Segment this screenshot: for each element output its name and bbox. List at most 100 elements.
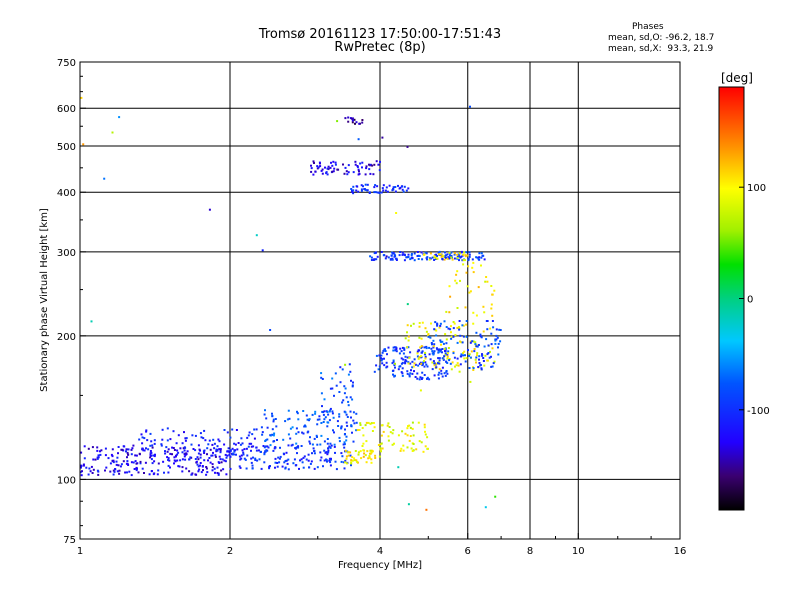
- scatter-point: [119, 465, 122, 468]
- scatter-point: [133, 468, 136, 470]
- scatter-point: [397, 368, 400, 371]
- scatter-point: [382, 430, 385, 433]
- scatter-point: [487, 352, 490, 354]
- scatter-point: [149, 432, 152, 435]
- scatter-point: [401, 188, 404, 191]
- scatter-point: [148, 473, 151, 476]
- scatter-point: [382, 184, 385, 187]
- scatter-point: [286, 418, 289, 421]
- scatter-point: [91, 446, 94, 449]
- scatter-point: [369, 255, 372, 258]
- scatter-point: [370, 259, 373, 261]
- scatter-point: [135, 454, 138, 457]
- scatter-point: [380, 191, 383, 194]
- scatter-point: [251, 433, 254, 436]
- scatter-point: [474, 343, 477, 346]
- scatter-point: [367, 457, 370, 460]
- scatter-point: [272, 449, 275, 452]
- scatter-point: [465, 323, 468, 326]
- scatter-point: [439, 253, 442, 256]
- scatter-point: [181, 458, 184, 461]
- scatter-point: [329, 166, 332, 169]
- scatter-point: [282, 438, 285, 441]
- scatter-point: [205, 466, 208, 468]
- scatter-point: [370, 458, 373, 461]
- scatter-point: [135, 467, 138, 470]
- scatter-point: [416, 372, 419, 375]
- scatter-point: [334, 451, 336, 454]
- scatter-point: [316, 423, 319, 426]
- axis-ticks: 1 2 4 6 8 10 16 75 100 200 300 400 500 600 750: [57, 58, 686, 557]
- scatter-point: [433, 350, 436, 353]
- scatter-point: [378, 354, 381, 357]
- scatter-point: [311, 443, 314, 446]
- scatter-point: [242, 453, 245, 456]
- scatter-point: [162, 460, 165, 463]
- scatter-point: [181, 466, 184, 469]
- scatter-point: [465, 271, 468, 274]
- scatter-point: [391, 432, 394, 435]
- scatter-point: [384, 348, 386, 351]
- scatter-point: [141, 436, 144, 439]
- scatter-point: [303, 455, 306, 458]
- scatter-point: [185, 452, 187, 455]
- scatter-point: [153, 460, 156, 463]
- scatter-point: [465, 335, 468, 338]
- scatter-point: [357, 168, 360, 171]
- scatter-point: [433, 343, 436, 346]
- x-tick-label: 6: [465, 546, 471, 557]
- scatter-point: [386, 424, 389, 427]
- scatter-point: [370, 256, 373, 259]
- scatter-point: [306, 418, 309, 421]
- scatter-point: [416, 255, 419, 257]
- scatter-point: [240, 437, 243, 440]
- scatter-point: [327, 165, 330, 168]
- scatter-point: [163, 471, 165, 474]
- scatter-point: [443, 255, 446, 258]
- scatter-point: [456, 326, 459, 329]
- scatter-point: [208, 208, 211, 211]
- scatter-point: [339, 366, 342, 369]
- scatter-point: [332, 416, 335, 419]
- scatter-point: [416, 350, 419, 353]
- scatter-point: [143, 472, 145, 474]
- scatter-point: [327, 413, 330, 416]
- scatter-point: [343, 385, 346, 388]
- scatter-point: [260, 467, 263, 470]
- chart-title: Tromsø 20161123 17:50:00-17:51:43: [258, 27, 502, 42]
- scatter-point: [460, 353, 463, 356]
- scatter-point: [321, 405, 323, 408]
- scatter-point: [326, 442, 329, 445]
- scatter-point: [131, 447, 134, 450]
- scatter-point: [375, 251, 377, 254]
- scatter-point: [307, 453, 310, 456]
- scatter-point: [320, 392, 323, 395]
- scatter-point: [391, 443, 394, 446]
- scatter-point: [274, 466, 276, 469]
- scatter-point: [350, 379, 352, 382]
- scatter-point: [379, 448, 382, 451]
- scatter-point: [308, 419, 310, 422]
- scatter-point: [352, 411, 355, 414]
- scatter-point: [346, 416, 349, 418]
- scatter-point: [452, 321, 455, 323]
- scatter-point: [181, 451, 184, 454]
- scatter-point: [294, 447, 297, 449]
- scatter-point: [427, 447, 429, 450]
- scatter-point: [351, 121, 354, 124]
- scatter-point: [326, 411, 329, 413]
- scatter-point: [477, 286, 480, 289]
- scatter-point: [481, 353, 483, 356]
- scatter-point: [467, 349, 469, 352]
- scatter-point: [458, 326, 460, 328]
- scatter-point: [407, 253, 410, 256]
- scatter-point: [188, 458, 191, 461]
- scatter-point: [289, 437, 292, 440]
- scatter-point: [416, 251, 419, 253]
- scatter-point: [442, 358, 445, 361]
- scatter-point: [331, 410, 334, 413]
- scatter-point: [359, 450, 362, 453]
- scatter-point: [107, 457, 110, 460]
- scatter-point: [214, 471, 216, 474]
- scatter-point: [428, 346, 431, 349]
